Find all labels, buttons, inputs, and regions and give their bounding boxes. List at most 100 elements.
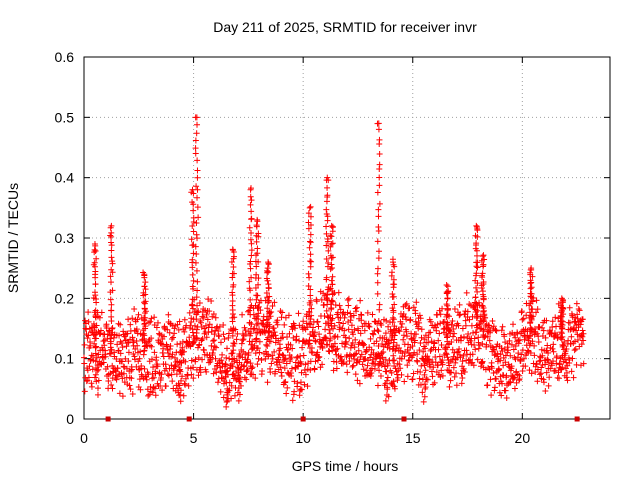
data-point: [117, 321, 124, 328]
data-point: [81, 341, 88, 348]
data-point: [540, 379, 547, 386]
data-point: [480, 326, 487, 333]
data-point: [87, 342, 94, 349]
data-point: [141, 271, 148, 278]
data-point: [211, 331, 218, 338]
data-point: [92, 344, 99, 351]
data-point: [91, 246, 98, 253]
data-point: [236, 359, 243, 366]
data-point: [287, 341, 294, 348]
data-point: [348, 322, 355, 329]
data-point: [522, 363, 529, 370]
data-point: [174, 321, 181, 328]
data-point: [133, 337, 140, 344]
data-point: [438, 367, 445, 374]
data-point: [353, 359, 360, 366]
data-point: [190, 207, 197, 214]
data-point: [573, 300, 580, 307]
data-point: [559, 322, 566, 329]
data-point: [449, 317, 456, 324]
data-point: [527, 285, 534, 292]
data-point: [265, 353, 272, 360]
data-point: [158, 371, 165, 378]
data-point: [164, 371, 171, 378]
data-point: [389, 291, 396, 298]
data-point: [365, 320, 372, 327]
data-point: [512, 334, 519, 341]
data-point: [119, 358, 126, 365]
data-point: [271, 329, 278, 336]
data-point: [413, 299, 420, 306]
data-point: [323, 307, 330, 314]
data-point: [114, 365, 121, 372]
data-point: [558, 329, 565, 336]
data-point: [151, 349, 158, 356]
data-point: [329, 240, 336, 247]
data-point: [242, 331, 249, 338]
data-point: [374, 382, 381, 389]
data-point: [368, 369, 375, 376]
data-point: [484, 382, 491, 389]
data-point: [211, 366, 218, 372]
data-point: [151, 385, 158, 392]
data-point: [448, 369, 455, 376]
data-point: [194, 204, 201, 211]
data-point: [228, 382, 235, 389]
data-point: [210, 370, 217, 377]
data-point: [194, 194, 201, 201]
data-point: [472, 309, 479, 316]
data-point: [389, 314, 396, 321]
data-point: [428, 368, 435, 375]
data-point: [289, 345, 296, 352]
data-point: [406, 357, 413, 364]
data-point: [475, 334, 482, 341]
data-point: [91, 327, 98, 334]
data-point: [534, 366, 541, 373]
data-point: [306, 244, 313, 251]
data-point: [362, 355, 369, 362]
data-point: [405, 357, 412, 364]
data-point: [91, 241, 98, 248]
data-point: [330, 367, 337, 374]
data-point: [264, 305, 271, 312]
data-point: [491, 387, 498, 394]
data-point: [199, 356, 206, 363]
data-point: [168, 353, 175, 360]
data-point: [91, 289, 98, 296]
data-point: [544, 342, 551, 349]
data-point: [169, 351, 176, 358]
data-point: [248, 321, 255, 328]
data-point: [349, 339, 356, 346]
data-point: [391, 357, 398, 364]
data-point: [456, 312, 463, 319]
data-point: [540, 327, 547, 334]
data-point: [255, 281, 262, 288]
data-point: [529, 306, 536, 313]
data-point: [296, 322, 303, 329]
data-point: [323, 256, 330, 263]
data-point: [248, 215, 255, 222]
data-point: [527, 312, 534, 319]
data-point: [475, 345, 482, 352]
data-point: [479, 359, 486, 366]
data-point: [135, 311, 142, 318]
data-point: [463, 347, 470, 354]
data-point: [375, 350, 382, 357]
data-point: [443, 351, 450, 358]
data-point: [255, 310, 262, 317]
data-point: [193, 114, 200, 121]
data-point: [263, 341, 270, 348]
data-point: [104, 363, 111, 370]
data-point: [439, 372, 446, 379]
data-point: [534, 378, 541, 385]
data-point: [410, 352, 417, 359]
data-point: [264, 343, 271, 350]
data-point: [542, 361, 549, 368]
data-point: [193, 219, 200, 226]
data-point: [159, 387, 166, 394]
data-point: [254, 361, 261, 368]
data-point: [332, 301, 339, 308]
data-point: [500, 362, 507, 369]
data-point: [189, 271, 196, 278]
data-point: [264, 322, 271, 329]
